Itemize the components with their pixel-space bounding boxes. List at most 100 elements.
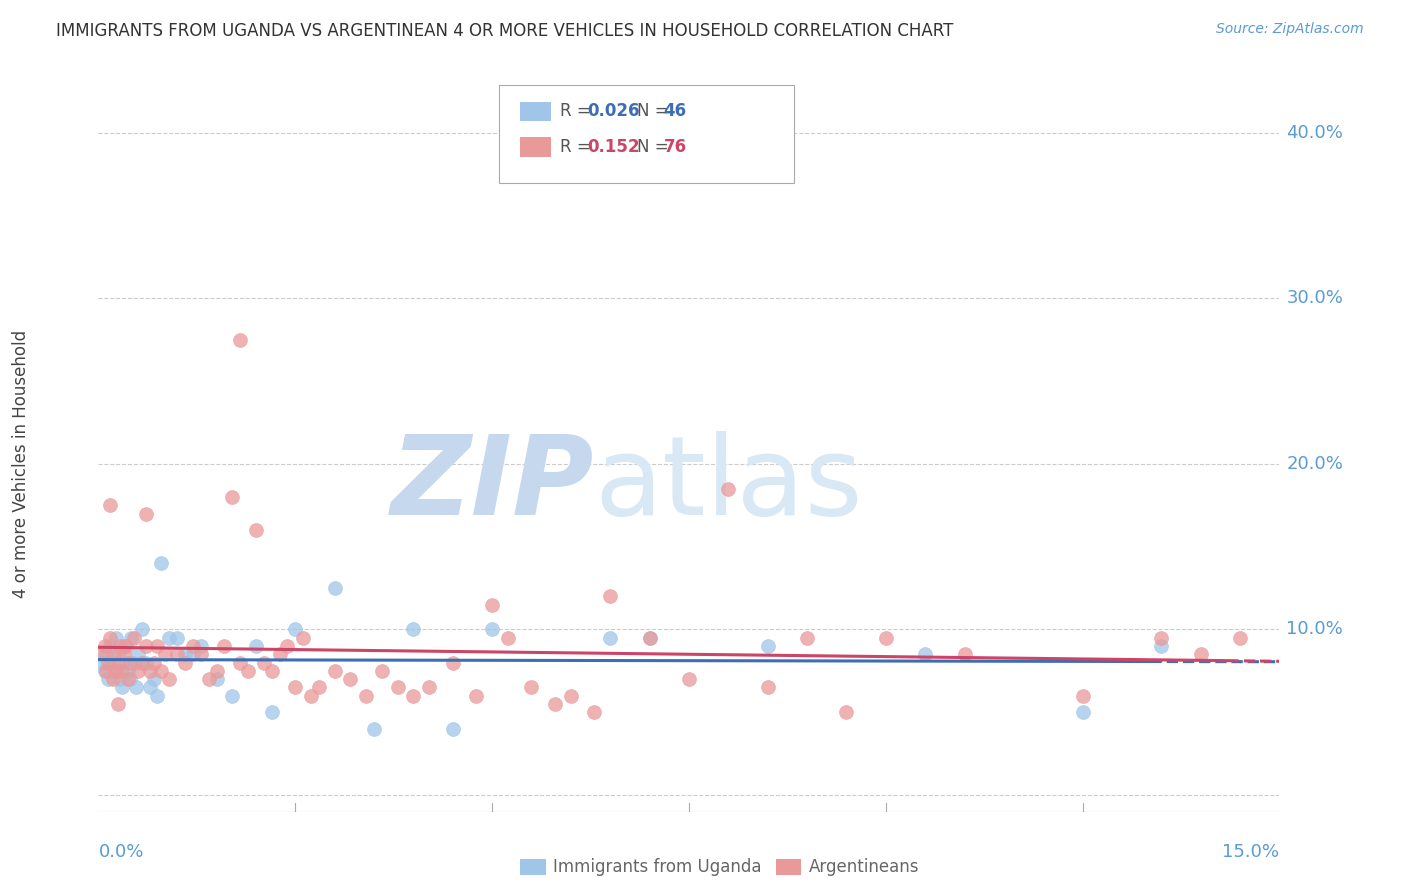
- Point: [599, 590, 621, 604]
- Point: [142, 656, 165, 670]
- Point: [98, 631, 121, 645]
- Point: [107, 697, 129, 711]
- Text: Argentineans: Argentineans: [808, 858, 920, 876]
- Point: [135, 656, 157, 670]
- Point: [101, 672, 124, 686]
- Text: 15.0%: 15.0%: [1222, 843, 1279, 861]
- Point: [465, 689, 488, 703]
- Point: [323, 581, 346, 595]
- Point: [190, 639, 212, 653]
- Point: [953, 648, 976, 662]
- Point: [756, 639, 779, 653]
- Point: [229, 333, 252, 347]
- Point: [520, 681, 543, 695]
- Point: [135, 507, 157, 521]
- Point: [174, 648, 197, 662]
- Text: Immigrants from Uganda: Immigrants from Uganda: [553, 858, 761, 876]
- Point: [91, 656, 114, 670]
- Point: [914, 648, 936, 662]
- Text: 20.0%: 20.0%: [1286, 455, 1343, 473]
- Text: R =: R =: [560, 103, 596, 120]
- Text: 0.026: 0.026: [588, 103, 640, 120]
- Point: [1071, 689, 1094, 703]
- Point: [131, 656, 153, 670]
- Point: [260, 664, 283, 678]
- Point: [678, 672, 700, 686]
- Point: [323, 664, 346, 678]
- Point: [441, 722, 464, 736]
- Point: [157, 631, 180, 645]
- Text: R =: R =: [560, 138, 596, 156]
- Point: [97, 656, 120, 670]
- Point: [253, 656, 276, 670]
- Point: [127, 664, 149, 678]
- Point: [402, 689, 425, 703]
- Point: [1150, 639, 1173, 653]
- Point: [103, 664, 125, 678]
- Point: [181, 648, 204, 662]
- Point: [117, 672, 139, 686]
- Point: [138, 664, 160, 678]
- Point: [1189, 648, 1212, 662]
- Point: [284, 681, 307, 695]
- Text: 0.152: 0.152: [588, 138, 640, 156]
- Point: [269, 648, 291, 662]
- Point: [111, 664, 134, 678]
- Point: [142, 672, 165, 686]
- Point: [638, 631, 661, 645]
- Point: [441, 656, 464, 670]
- Point: [146, 639, 169, 653]
- Text: 4 or more Vehicles in Household: 4 or more Vehicles in Household: [13, 330, 30, 598]
- Point: [221, 490, 243, 504]
- Text: IMMIGRANTS FROM UGANDA VS ARGENTINEAN 4 OR MORE VEHICLES IN HOUSEHOLD CORRELATIO: IMMIGRANTS FROM UGANDA VS ARGENTINEAN 4 …: [56, 22, 953, 40]
- Point: [101, 656, 124, 670]
- Point: [157, 672, 180, 686]
- Text: 10.0%: 10.0%: [1286, 621, 1343, 639]
- Point: [1150, 631, 1173, 645]
- Point: [363, 722, 385, 736]
- Point: [402, 623, 425, 637]
- Point: [122, 631, 145, 645]
- Point: [131, 623, 153, 637]
- Point: [371, 664, 394, 678]
- Point: [110, 639, 132, 653]
- Point: [221, 689, 243, 703]
- Text: 46: 46: [664, 103, 686, 120]
- Point: [339, 672, 361, 686]
- Point: [190, 648, 212, 662]
- Point: [387, 681, 409, 695]
- Point: [560, 689, 582, 703]
- Point: [229, 656, 252, 670]
- Point: [245, 639, 267, 653]
- Text: N =: N =: [637, 138, 673, 156]
- Point: [481, 623, 503, 637]
- Point: [418, 681, 440, 695]
- Point: [98, 639, 121, 653]
- Point: [292, 631, 315, 645]
- Point: [205, 672, 228, 686]
- Point: [110, 672, 132, 686]
- Point: [118, 672, 141, 686]
- Point: [111, 681, 134, 695]
- Point: [117, 664, 139, 678]
- Text: atlas: atlas: [595, 431, 863, 538]
- Point: [155, 648, 177, 662]
- Point: [1071, 706, 1094, 720]
- Point: [181, 639, 204, 653]
- Point: [115, 656, 138, 670]
- Point: [717, 482, 740, 496]
- Point: [107, 656, 129, 670]
- Point: [98, 498, 121, 512]
- Point: [354, 689, 377, 703]
- Text: Source: ZipAtlas.com: Source: ZipAtlas.com: [1216, 22, 1364, 37]
- Point: [104, 664, 127, 678]
- Point: [236, 664, 259, 678]
- Point: [166, 631, 188, 645]
- Point: [260, 706, 283, 720]
- Point: [96, 648, 118, 662]
- Point: [544, 697, 567, 711]
- Text: 0.0%: 0.0%: [98, 843, 143, 861]
- Point: [638, 631, 661, 645]
- Point: [166, 648, 188, 662]
- Point: [835, 706, 858, 720]
